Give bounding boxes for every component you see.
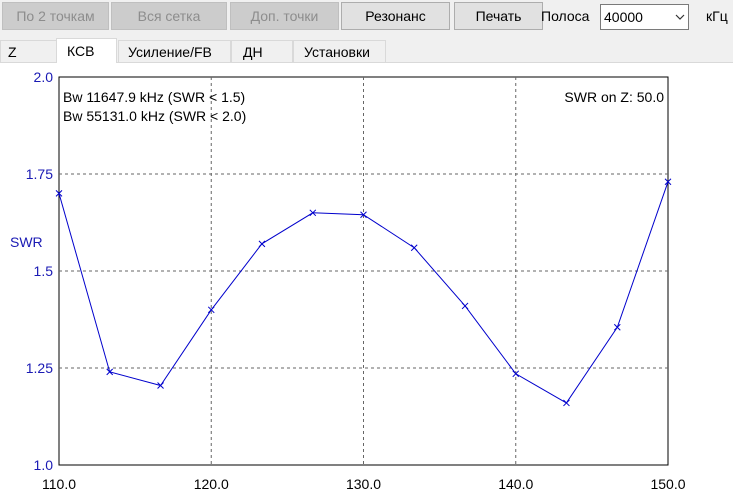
band-value: 40000 — [604, 9, 643, 25]
whole-grid-button[interactable]: Вся сетка — [111, 2, 227, 30]
tab-z[interactable]: Z — [0, 40, 57, 62]
extra-points-button[interactable]: Доп. точки — [230, 2, 339, 30]
print-button[interactable]: Печать — [454, 2, 543, 30]
band-select[interactable]: 40000 — [600, 4, 689, 30]
tab-pattern[interactable]: ДН — [231, 40, 293, 62]
tab-settings[interactable]: Установки — [293, 40, 386, 62]
by-two-points-button[interactable]: По 2 точкам — [2, 2, 109, 30]
chevron-down-icon[interactable] — [672, 5, 688, 29]
chart-panel — [0, 62, 733, 494]
tab-gain-fb[interactable]: Усиление/FB — [118, 40, 231, 62]
resonance-button[interactable]: Резонанс — [341, 2, 450, 30]
band-unit: кГц — [706, 8, 728, 24]
tab-bar: Z КСВ Усиление/FB ДН Установки — [0, 38, 733, 63]
tab-swr[interactable]: КСВ — [56, 38, 117, 63]
band-label: Полоса — [541, 8, 590, 24]
toolbar: По 2 точкам Вся сетка Доп. точки Резонан… — [0, 0, 733, 36]
